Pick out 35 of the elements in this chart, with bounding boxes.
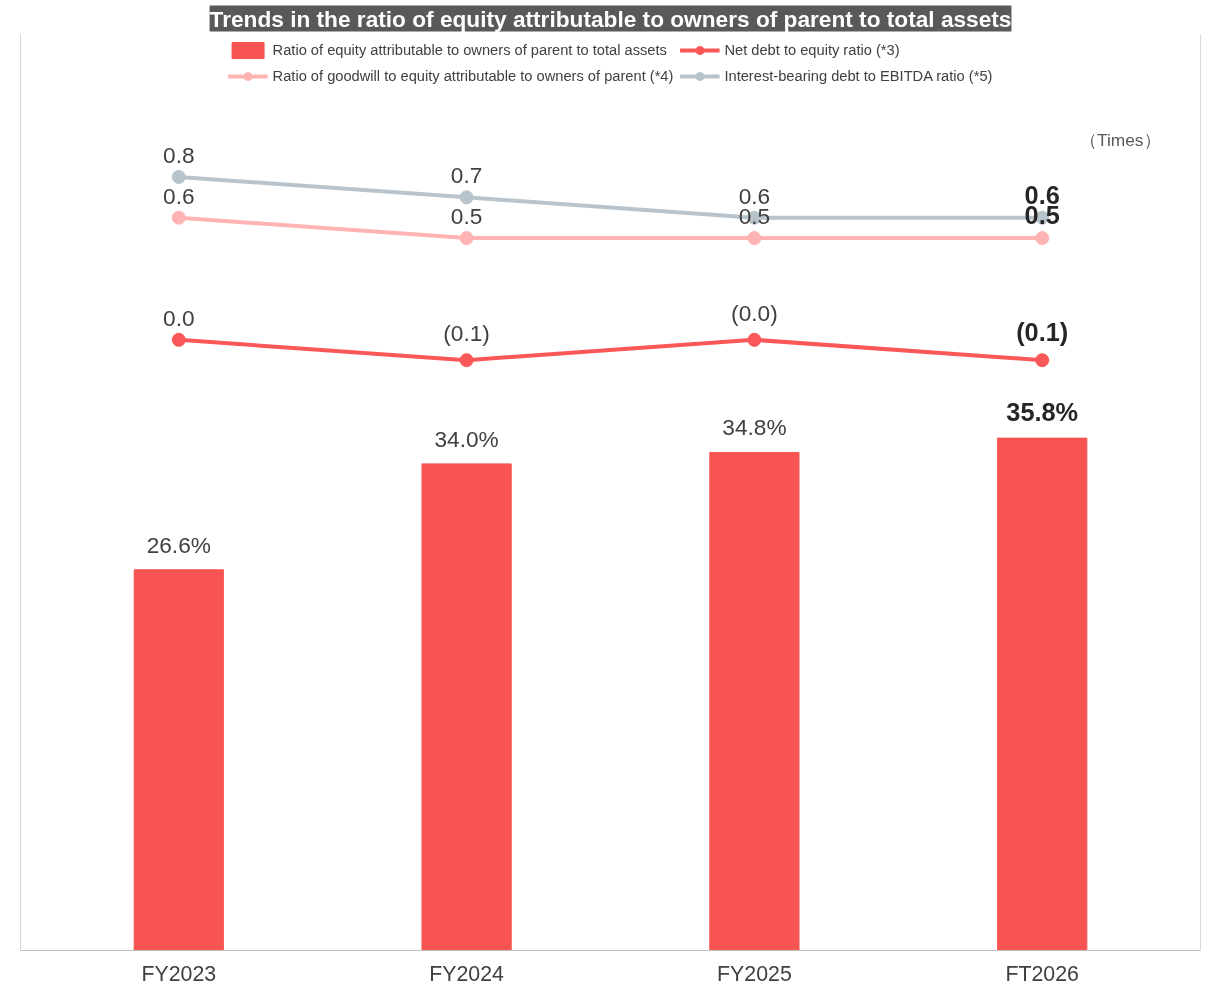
point [459, 190, 474, 205]
point [171, 170, 186, 184]
x-tick-label: FT2026 [1005, 961, 1079, 986]
data-label: (0.1) [443, 320, 490, 347]
legend-label: Ratio of equity attributable to owners of parent to total assets [272, 42, 667, 58]
data-label: 34.8% [722, 414, 787, 441]
data-label: 0.7 [450, 162, 483, 189]
annotation: （Times） [1079, 129, 1161, 150]
data-label: 0.6 [163, 182, 195, 209]
x-tick-label: FY2023 [141, 961, 217, 986]
bar [709, 451, 800, 951]
point [459, 231, 474, 246]
data-label: (0.1) [1016, 318, 1069, 347]
bar [997, 437, 1088, 951]
data-label: 0.0 [163, 304, 195, 331]
point [747, 231, 762, 246]
bar [133, 569, 224, 951]
point [171, 332, 186, 347]
legend-label: Net debt to equity ratio (*3) [724, 42, 900, 58]
point [1035, 353, 1050, 368]
data-label: 0.8 [163, 141, 195, 168]
data-label: 35.8% [1006, 398, 1079, 427]
data-label: (0.0) [731, 299, 778, 326]
x-tick-label: FY2024 [429, 961, 505, 986]
point [747, 332, 762, 347]
x-tick-label: FY2025 [717, 961, 792, 986]
point [459, 353, 474, 368]
legend-label: Interest-bearing debt to EBITDA ratio (*5) [724, 68, 993, 84]
legend-label: Ratio of goodwill to equity attributable to owners of parent (*4) [272, 68, 674, 84]
point [1035, 231, 1050, 246]
bar [421, 463, 512, 951]
data-label: 0.5 [450, 203, 483, 230]
point [171, 210, 186, 225]
data-label: 34.0% [434, 425, 499, 452]
data-label: 26.6% [146, 531, 211, 558]
